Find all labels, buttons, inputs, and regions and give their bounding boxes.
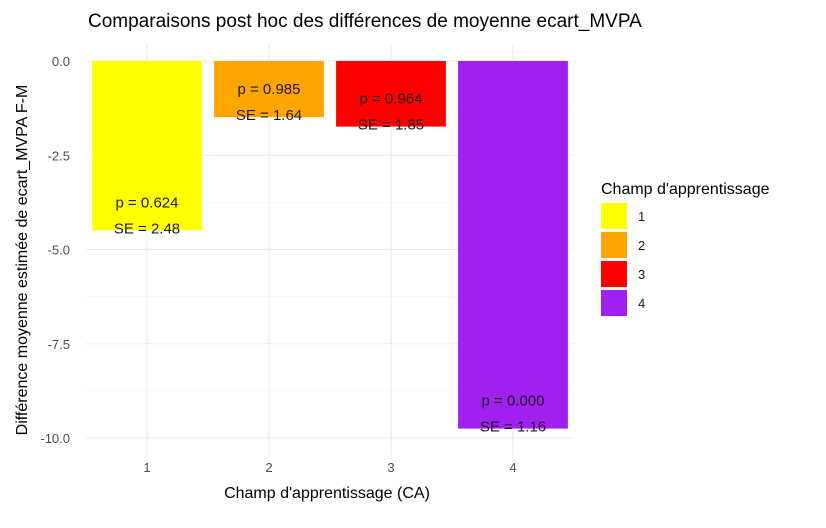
y-tick-label: -10.0 [40,431,70,446]
bar-label-p: p = 0.624 [116,194,179,211]
legend-swatch-3 [601,261,627,287]
bar-label-p: p = 0.985 [238,81,301,98]
legend-label: 3 [638,267,645,282]
bar-3 [336,61,446,127]
bar-labels: p = 0.624 SE = 2.48 p = 0.985 SE = 1.64 p = … [114,81,546,435]
x-tick-label: 2 [265,460,272,475]
legend-swatch-2 [601,232,627,258]
y-tick-label: -2.5 [48,148,70,163]
bar-label-se: SE = 1.85 [358,117,424,134]
y-tick-label: 0.0 [52,54,70,69]
chart-title: Comparaisons post hoc des différences de… [88,11,642,32]
y-tick-label: -7.5 [48,337,70,352]
legend-label: 2 [638,238,645,253]
bar-label-se: SE = 1.64 [236,107,302,124]
bars [92,61,568,429]
x-axis-ticks: 1 2 3 4 [143,460,516,475]
x-tick-label: 4 [509,460,516,475]
legend-label: 4 [638,296,645,311]
legend-title: Champ d'apprentissage [601,181,770,198]
y-axis-ticks: 0.0 -2.5 -5.0 -7.5 -10.0 [40,54,70,446]
bar-2 [214,61,324,118]
legend-label: 1 [638,209,645,224]
y-axis-label: Différence moyenne estimée de ecart_MVPA… [14,85,31,436]
bar-1 [92,61,202,231]
bar-label-p: p = 0.000 [482,393,545,410]
bar-label-p: p = 0.964 [360,91,423,108]
x-tick-label: 1 [143,460,150,475]
legend: Champ d'apprentissage 1 2 3 4 [601,181,770,316]
legend-swatch-1 [601,203,627,229]
legend-swatch-4 [601,290,627,316]
x-axis-label: Champ d'apprentissage (CA) [224,485,430,502]
bar-label-se: SE = 2.48 [114,220,180,237]
bar-4 [458,61,568,429]
x-tick-label: 3 [387,460,394,475]
y-tick-label: -5.0 [48,243,70,258]
bar-label-se: SE = 1.16 [480,419,546,436]
